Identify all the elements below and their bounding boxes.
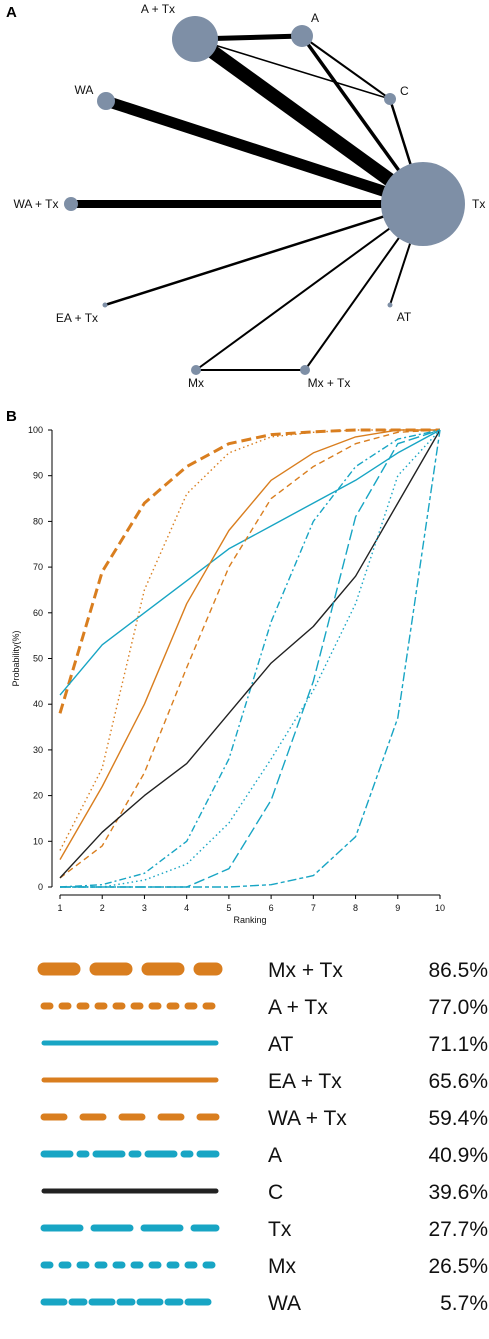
legend-item-c: C 39.6%	[41, 1181, 488, 1204]
node-label-a: A	[311, 11, 319, 25]
node-tx	[381, 162, 465, 246]
series-line-c	[59, 429, 441, 879]
x-tick-label: 10	[435, 903, 445, 913]
series-line-at	[59, 429, 441, 696]
x-tick-label: 1	[57, 903, 62, 913]
node-a-plus-tx	[172, 16, 218, 62]
x-tick-label: 4	[184, 903, 189, 913]
series-line-mx	[60, 429, 441, 888]
legend-label: A + Tx	[268, 996, 328, 1019]
series-line-mx-plus-tx	[58, 428, 440, 714]
legend-item-a: A 40.9%	[40, 1144, 488, 1167]
legend-sucra-value: 27.7%	[428, 1218, 488, 1241]
legend-item-wa-plus-tx: WA + Tx 59.4%	[40, 1107, 488, 1130]
y-tick-label: 80	[33, 516, 43, 526]
network-edges	[71, 33, 428, 371]
x-tick-label: 2	[100, 903, 105, 913]
legend-label: EA + Tx	[268, 1070, 342, 1093]
y-tick-label: 70	[33, 562, 43, 572]
node-ea-plus-tx	[102, 302, 108, 308]
node-label-tx: Tx	[472, 197, 485, 211]
node-mx	[191, 365, 201, 375]
panel-b-letter: B	[6, 408, 17, 425]
legend-label: WA + Tx	[268, 1107, 347, 1130]
panel-a-letter: A	[6, 4, 17, 21]
legend-label: WA	[268, 1292, 301, 1315]
y-tick-label: 20	[33, 791, 43, 801]
y-tick-label: 100	[28, 425, 43, 435]
y-tick-label: 90	[33, 471, 43, 481]
network-plot: A A + Tx A C WA WA + Tx Tx EA + Tx AT Mx Mx + Tx	[6, 2, 485, 390]
y-tick-label: 10	[33, 836, 43, 846]
legend-item-ea-plus-tx: EA + Tx 65.6%	[41, 1070, 488, 1093]
x-tick-label: 9	[395, 903, 400, 913]
node-label-ea-plus-tx: EA + Tx	[56, 311, 98, 325]
node-wa-plus-tx	[64, 197, 78, 211]
y-tick-label: 30	[33, 745, 43, 755]
edge-a-plus-tx-to-tx	[190, 33, 428, 210]
network-nodes	[64, 16, 465, 375]
x-tick-label: 5	[226, 903, 231, 913]
legend-sucra-value: 71.1%	[428, 1033, 488, 1056]
legend-sucra-value: 39.6%	[428, 1181, 488, 1204]
x-axis-title: Ranking	[233, 915, 266, 925]
series-line-ea-plus-tx	[59, 429, 440, 860]
legend-label: C	[268, 1181, 283, 1204]
legend-sucra-value: 65.6%	[428, 1070, 488, 1093]
legend-label: Mx	[268, 1255, 296, 1278]
legend-sucra-value: 5.7%	[440, 1292, 488, 1315]
series-line-a	[59, 429, 441, 888]
legend-item-at: AT 71.1%	[41, 1033, 488, 1056]
network-node-labels: A + Tx A C WA WA + Tx Tx EA + Tx AT Mx Mx + Tx	[13, 2, 485, 390]
y-tick-label: 40	[33, 699, 43, 709]
y-tick-label: 50	[33, 654, 43, 664]
x-tick-label: 6	[269, 903, 274, 913]
node-label-wa-plus-tx: WA + Tx	[13, 197, 58, 211]
node-label-a-plus-tx: A + Tx	[141, 2, 175, 16]
node-label-mx-plus-tx: Mx + Tx	[308, 376, 351, 390]
rankogram-chart: B 0 10 20 30 40 50 60 70 80 90 100 1 2 3 4 5 6 7 8 9 10 Prob…	[6, 408, 445, 925]
edge-a-to-c	[301, 35, 391, 100]
y-axis-title: Probability(%)	[11, 630, 21, 686]
edge-ea-plus-tx-to-tx	[104, 202, 424, 307]
legend-label: Tx	[268, 1218, 292, 1241]
legend-sucra-value: 40.9%	[428, 1144, 488, 1167]
x-tick-label: 3	[142, 903, 147, 913]
legend-item-wa: WA 5.7%	[40, 1292, 488, 1315]
node-c	[384, 93, 396, 105]
y-tick-label: 0	[38, 882, 43, 892]
series-line-a-plus-tx	[59, 429, 440, 851]
legend-sucra-value: 77.0%	[428, 996, 488, 1019]
series-line-wa	[60, 429, 441, 888]
chart-series-lines	[58, 428, 441, 888]
legend-item-a-plus-tx: A + Tx 77.0%	[40, 996, 488, 1019]
legend-label: A	[268, 1144, 282, 1167]
node-label-mx: Mx	[188, 376, 204, 390]
node-label-at: AT	[397, 310, 412, 324]
chart-axes: 0 10 20 30 40 50 60 70 80 90 100 1 2 3 4 5 6 7 8 9 10	[28, 425, 445, 913]
chart-legend: Mx + Tx 86.5% A + Tx 77.0% AT 71.1% EA + Tx 65.…	[37, 959, 488, 1315]
legend-label: AT	[268, 1033, 293, 1056]
y-tick-label: 60	[33, 608, 43, 618]
node-at	[387, 302, 393, 308]
edge-mx-to-tx	[195, 203, 424, 371]
legend-sucra-value: 59.4%	[428, 1107, 488, 1130]
legend-sucra-value: 26.5%	[428, 1255, 488, 1278]
node-label-c: C	[400, 84, 409, 98]
legend-item-mx: Mx 26.5%	[40, 1255, 488, 1278]
x-tick-label: 8	[353, 903, 358, 913]
node-mx-plus-tx	[300, 365, 310, 375]
edge-wa-to-tx	[104, 95, 425, 210]
legend-sucra-value: 86.5%	[428, 959, 488, 982]
legend-rows: Mx + Tx 86.5% A + Tx 77.0% AT 71.1% EA + Tx 65.…	[37, 959, 488, 1315]
node-a	[291, 25, 313, 47]
node-wa	[97, 92, 115, 110]
legend-item-tx: Tx 27.7%	[40, 1218, 488, 1241]
series-line-wa-plus-tx	[59, 429, 441, 879]
legend-item-mx-plus-tx: Mx + Tx 86.5%	[37, 959, 488, 982]
x-tick-label: 7	[311, 903, 316, 913]
node-label-wa: WA	[75, 83, 94, 97]
edge-a-plus-tx-to-c	[194, 38, 391, 100]
legend-label: Mx + Tx	[268, 959, 343, 982]
